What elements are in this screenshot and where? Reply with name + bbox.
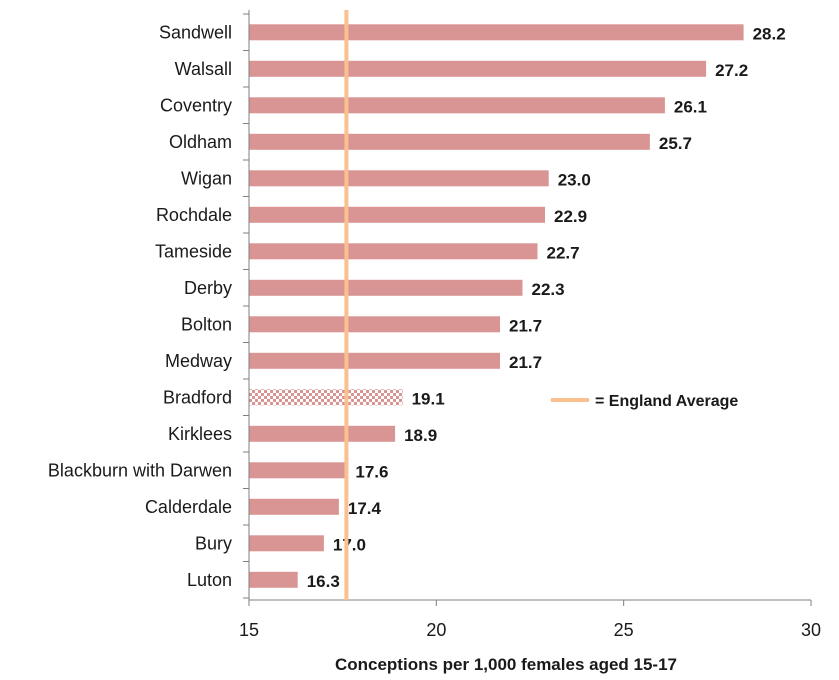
bar-luton: [249, 571, 298, 588]
bar-walsall: [249, 60, 707, 77]
bar-tameside: [249, 243, 538, 260]
bar-wigan: [249, 170, 549, 187]
category-label: Rochdale: [156, 205, 232, 225]
value-label: 25.7: [659, 134, 692, 153]
bar-rochdale: [249, 206, 545, 223]
category-label: Kirklees: [168, 424, 232, 444]
bar-sandwell: [249, 24, 744, 41]
category-label: Tameside: [155, 241, 232, 261]
bar-derby: [249, 279, 523, 296]
value-label: 17.4: [348, 499, 382, 518]
bar-bolton: [249, 316, 500, 333]
category-label: Derby: [184, 278, 232, 298]
category-label: Medway: [165, 351, 232, 371]
axis-layer: 15 20 25 30: [239, 10, 821, 640]
value-label: 22.9: [554, 207, 587, 226]
value-label: 17.6: [355, 462, 388, 481]
bar-calderdale: [249, 498, 339, 515]
value-label: 28.2: [753, 24, 786, 43]
value-label: 21.7: [509, 353, 542, 372]
category-label: Sandwell: [159, 22, 232, 42]
value-label: 22.7: [547, 243, 580, 262]
x-tick-label: 20: [426, 620, 446, 640]
category-label: Luton: [187, 570, 232, 590]
bar-coventry: [249, 97, 665, 114]
category-label: Calderdale: [145, 497, 232, 517]
value-label: 18.9: [404, 426, 437, 445]
x-tick-label: 15: [239, 620, 259, 640]
category-label: Wigan: [181, 168, 232, 188]
value-label: 21.7: [509, 316, 542, 335]
value-label: 23.0: [558, 170, 591, 189]
legend-label: = England Average: [595, 393, 738, 410]
value-label: 19.1: [412, 389, 445, 408]
bar-kirklees: [249, 425, 396, 442]
legend: = England Average: [551, 393, 738, 410]
bars-layer: [249, 24, 744, 588]
bar-oldham: [249, 133, 650, 150]
bar-medway: [249, 352, 500, 369]
category-label: Blackburn with Darwen: [48, 460, 232, 480]
category-label: Bolton: [181, 314, 232, 334]
category-label: Coventry: [160, 95, 232, 115]
labels-layer: Sandwell 28.2 Walsall 27.2 Coventry 26.1 Oldha…: [48, 22, 786, 591]
category-label: Bury: [195, 533, 232, 553]
value-label: 27.2: [715, 61, 748, 80]
bar-bradford: [249, 389, 403, 406]
value-label: 26.1: [674, 97, 707, 116]
x-tick-label: 30: [801, 620, 821, 640]
bar-bury: [249, 535, 324, 552]
category-label: Bradford: [163, 387, 232, 407]
value-label: 16.3: [307, 572, 340, 591]
bar-blackburn-with-darwen: [249, 462, 347, 479]
value-label: 22.3: [532, 280, 565, 299]
x-axis-title: Conceptions per 1,000 females aged 15-17: [335, 655, 677, 674]
value-label: 17.0: [333, 535, 366, 554]
x-tick-label: 25: [614, 620, 634, 640]
category-label: Oldham: [169, 132, 232, 152]
category-label: Walsall: [175, 59, 232, 79]
